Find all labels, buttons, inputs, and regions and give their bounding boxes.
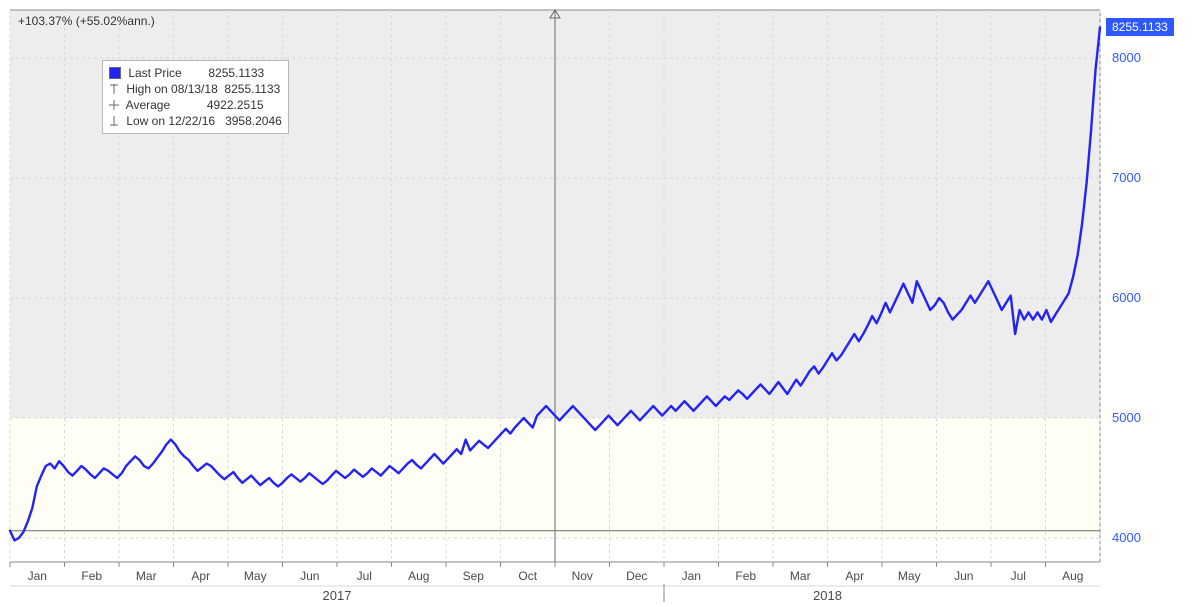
- legend-label: Low on 12/22/16: [123, 113, 225, 129]
- svg-text:Sep: Sep: [463, 569, 485, 583]
- svg-text:Jun: Jun: [300, 569, 319, 583]
- svg-text:6000: 6000: [1112, 290, 1141, 305]
- legend-row: High on 08/13/18 8255.1133: [109, 81, 282, 97]
- svg-text:Feb: Feb: [81, 569, 102, 583]
- low-icon: [109, 116, 119, 126]
- avg-icon: [109, 100, 119, 110]
- svg-text:2018: 2018: [813, 588, 842, 603]
- svg-text:May: May: [244, 569, 267, 583]
- svg-text:Dec: Dec: [626, 569, 647, 583]
- svg-text:Feb: Feb: [735, 569, 756, 583]
- svg-text:Apr: Apr: [845, 569, 864, 583]
- chart-container: 4000 5000 6000 7000 8000 Jan Feb Mar Apr May Jun Ju…: [0, 0, 1194, 607]
- svg-text:Jul: Jul: [1011, 569, 1026, 583]
- svg-text:Apr: Apr: [191, 569, 210, 583]
- legend-row: Average 4922.2515: [109, 97, 282, 113]
- square-icon: [109, 67, 121, 79]
- svg-text:Mar: Mar: [790, 569, 811, 583]
- svg-text:Jul: Jul: [357, 569, 372, 583]
- legend-value: 8255.1133: [208, 65, 264, 81]
- legend-label: Last Price: [125, 65, 208, 81]
- last-price-flag: 8255.1133: [1106, 18, 1174, 36]
- legend-value: 8255.1133: [224, 81, 280, 97]
- svg-text:Mar: Mar: [136, 569, 157, 583]
- legend-label: High on 08/13/18: [123, 81, 224, 97]
- svg-text:8000: 8000: [1112, 50, 1141, 65]
- svg-text:May: May: [898, 569, 921, 583]
- legend-value: 4922.2515: [207, 97, 264, 113]
- svg-text:Aug: Aug: [1062, 569, 1083, 583]
- legend-box: Last Price 8255.1133 High on 08/13/18 82…: [102, 60, 289, 134]
- legend-label: Average: [123, 97, 207, 113]
- legend-value: 3958.2046: [225, 113, 282, 129]
- svg-text:7000: 7000: [1112, 170, 1141, 185]
- svg-text:Aug: Aug: [408, 569, 429, 583]
- svg-text:Oct: Oct: [518, 569, 537, 583]
- svg-text:5000: 5000: [1112, 410, 1141, 425]
- svg-text:Jan: Jan: [682, 569, 701, 583]
- return-annotation: +103.37% (+55.02%ann.): [18, 14, 155, 28]
- svg-text:Nov: Nov: [572, 569, 593, 583]
- legend-row: Low on 12/22/16 3958.2046: [109, 113, 282, 129]
- svg-text:Jan: Jan: [28, 569, 47, 583]
- legend-row: Last Price 8255.1133: [109, 65, 282, 81]
- svg-text:2017: 2017: [323, 588, 352, 603]
- svg-text:Jun: Jun: [954, 569, 973, 583]
- high-icon: [109, 84, 119, 94]
- svg-text:4000: 4000: [1112, 530, 1141, 545]
